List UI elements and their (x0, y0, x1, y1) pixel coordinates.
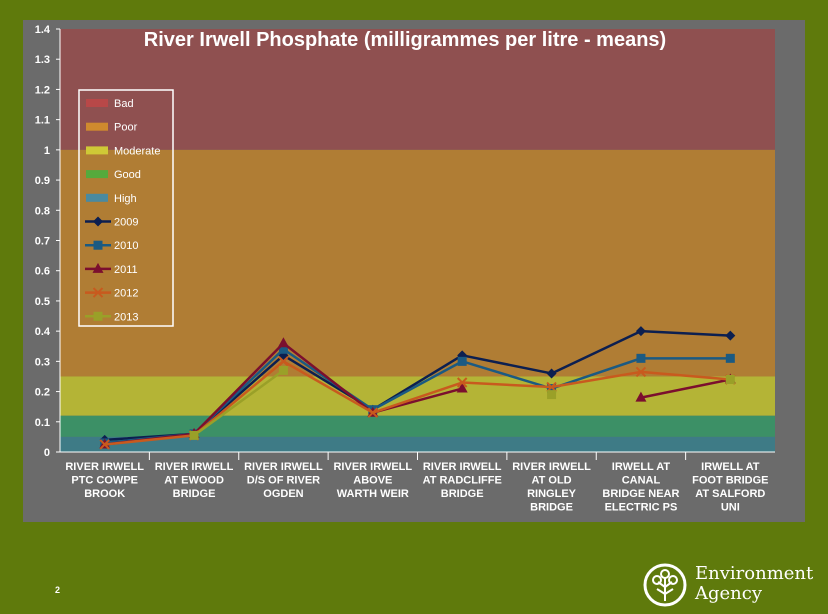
legend-swatch (86, 146, 108, 155)
chart-title: River Irwell Phosphate (milligrammes per… (144, 29, 666, 51)
y-tick-label: 1 (44, 145, 50, 157)
legend-marker (93, 311, 103, 321)
legend-label: 2010 (114, 240, 138, 252)
band-poor (60, 149, 775, 377)
legend-box (78, 89, 174, 327)
legend-label: 2009 (114, 217, 138, 229)
y-tick-label: 0.7 (35, 236, 50, 248)
x-tick-label: RIVER IRWELL AT OLD RINGLEY BRIDGE (512, 461, 591, 514)
series-line-2011 (640, 378, 731, 399)
data-point-2013 (547, 390, 557, 400)
data-point-2013 (278, 365, 288, 375)
band-good (60, 415, 775, 437)
legend-swatch (86, 99, 108, 107)
data-point-2010 (457, 356, 467, 366)
data-point-2013 (725, 374, 735, 384)
y-tick-label: 1.3 (35, 54, 50, 66)
legend-label: 2012 (114, 288, 138, 300)
legend-label: Moderate (114, 145, 160, 157)
x-tick-label: IRWELL AT FOOT BRIDGE AT SALFORD UNI (692, 461, 768, 514)
data-point-2010 (725, 353, 735, 363)
legend-item-2012: 2012 (85, 287, 138, 300)
series-lines (99, 326, 736, 450)
y-tick-label: 0.3 (35, 356, 50, 368)
y-tick-label: 0.1 (35, 417, 50, 429)
x-tick-label: RIVER IRWELL D/S OF RIVER OGDEN (244, 461, 323, 500)
legend-label: 2011 (114, 264, 138, 276)
legend-label: Bad (114, 98, 134, 110)
y-tick-label: 0.8 (35, 205, 50, 217)
legend-swatch (86, 170, 108, 179)
data-point-2012 (635, 366, 647, 378)
data-point-2012 (99, 439, 110, 450)
legend-item-2010: 2010 (85, 240, 138, 252)
data-point-2013 (189, 430, 199, 440)
tree-logo-icon (643, 563, 687, 607)
series-2013 (189, 365, 735, 440)
data-point-2011 (277, 337, 289, 348)
x-tick-label: IRWELL AT CANAL BRIDGE NEAR ELECTRIC PS (602, 461, 679, 514)
y-tick-label: 0.5 (35, 296, 50, 308)
y-tick-label: 0.9 (35, 175, 50, 187)
band-bad (60, 29, 775, 150)
data-point-2009 (546, 368, 557, 379)
logo-line-1: Environment (695, 563, 814, 584)
logo-text: Environment Agency (695, 564, 813, 604)
legend-marker (92, 287, 104, 298)
data-point-2010 (547, 384, 557, 394)
logo-line-2: Agency (695, 583, 763, 604)
data-point-2009 (725, 330, 736, 341)
legend-marker (92, 262, 104, 273)
y-tick-label: 1.4 (35, 24, 51, 36)
legend-item-2013: 2013 (85, 311, 138, 323)
y-tick-label: 1.1 (35, 115, 50, 127)
data-point-2012 (456, 377, 468, 388)
legend-label: 2013 (114, 311, 138, 323)
legend-item-good: Good (86, 169, 141, 181)
band-high (60, 436, 775, 452)
x-tick-label: RIVER IRWELL AT RADCLIFFE BRIDGE (423, 461, 502, 500)
environment-agency-logo: Environment Agency (643, 561, 823, 609)
x-tick-label: RIVER IRWELL PTC COWPE BROOK (65, 461, 144, 500)
legend-item-2011: 2011 (85, 262, 138, 276)
legend-swatch (86, 193, 108, 202)
legend-item-poor: Poor (86, 122, 138, 134)
legend-item-bad: Bad (86, 98, 134, 110)
x-tick-label: RIVER IRWELL ABOVE WARTH WEIR (333, 461, 412, 500)
data-point-2010 (636, 353, 646, 363)
page-number: 2 (55, 585, 61, 595)
y-axis: 0 0.1 0.2 0.3 0.4 0.5 0.6 0.7 0.8 0.9 1 1.1 1.2 1.3 1.… (35, 24, 61, 459)
x-tick-label: RIVER IRWELL AT EWOOD BRIDGE (155, 461, 234, 500)
data-point-2012 (278, 356, 289, 367)
data-point-2011 (456, 382, 468, 393)
legend-item-moderate: Moderate (86, 145, 160, 157)
data-point-2011 (635, 391, 647, 402)
legend-item-high: High (86, 193, 137, 205)
legend-item-2009: 2009 (85, 216, 138, 229)
legend: Bad Poor Moderate Good High 2009 2010 2011 2012 2… (78, 89, 174, 327)
legend-label: Poor (114, 122, 138, 134)
y-tick-label: 0.6 (35, 266, 50, 278)
y-tick-label: 1.2 (35, 84, 50, 96)
y-tick-label: 0 (44, 447, 50, 459)
data-point-2012 (367, 407, 379, 418)
legend-label: High (114, 193, 137, 205)
legend-label: Good (114, 169, 141, 181)
data-point-2009 (635, 326, 646, 337)
y-tick-label: 0.4 (35, 326, 51, 338)
x-axis: RIVER IRWELL PTC COWPE BROOK RIVER IRWELL AT… (60, 451, 775, 514)
legend-marker (93, 240, 103, 250)
data-point-2010 (278, 344, 288, 354)
legend-marker (93, 216, 103, 227)
y-tick-label: 0.2 (35, 387, 50, 399)
quality-bands (60, 29, 775, 452)
series-line-2013 (193, 369, 285, 437)
legend-swatch (86, 122, 108, 131)
data-point-2012 (546, 381, 557, 393)
category-separators (148, 452, 687, 460)
